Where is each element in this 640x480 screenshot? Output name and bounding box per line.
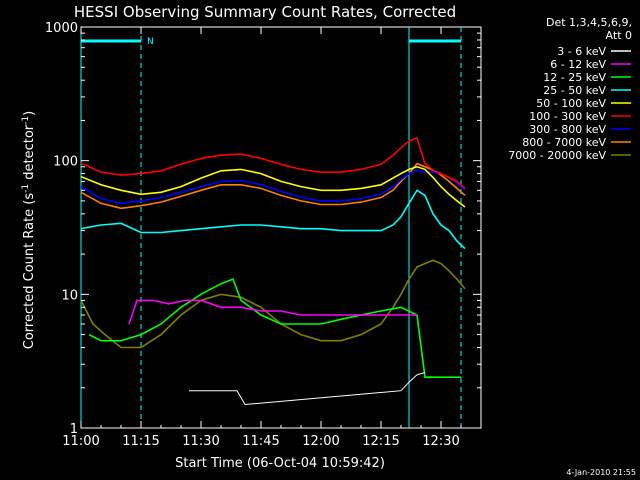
legend-label-3: 25 - 50 keV [543, 84, 606, 97]
series-line-3 [80, 189, 466, 250]
legend-label-0: 3 - 6 keV [557, 45, 606, 58]
y-axis-label-sup1: -1 [21, 184, 31, 193]
y-axis-label-end: ) [22, 111, 37, 116]
legend-label-4: 50 - 100 keV [536, 97, 606, 110]
x-tick-label-6: 12:30 [422, 434, 459, 449]
x-tick-label-2: 11:30 [182, 434, 219, 449]
y-axis-label: Corrected Count Rate (s-1 detector-1) [21, 111, 37, 349]
night-label: N [147, 37, 154, 47]
night-markers: N [80, 27, 462, 428]
y-tick-label-2: 100 [53, 155, 78, 170]
y-tick-label-3: 1000 [45, 21, 78, 36]
y-tick-label-1: 10 [61, 288, 78, 303]
chart-title: HESSI Observing Summary Count Rates, Cor… [74, 3, 456, 21]
x-tick-label-5: 12:15 [362, 434, 399, 449]
y-axis-label-mid: detector [22, 124, 37, 184]
series-line-1 [128, 299, 417, 325]
legend-label-1: 6 - 12 keV [550, 58, 606, 71]
series-line-8 [80, 259, 466, 349]
y-axis-label-main: Corrected Count Rate (s [22, 193, 37, 350]
x-tick-label-3: 11:45 [242, 434, 279, 449]
legend-label-6: 300 - 800 keV [529, 123, 606, 136]
x-axis-label: Start Time (06-Oct-04 10:59:42) [175, 456, 385, 471]
series-line-2 [88, 278, 461, 379]
y-axis: 1 10 100 1000 [45, 21, 481, 437]
y-axis-label-sup2: -1 [21, 116, 31, 125]
x-axis: 11:00 11:15 11:30 11:45 12:00 12:15 12:30 [62, 27, 462, 449]
x-tick-label-1: 11:15 [122, 434, 159, 449]
legend-label-7: 800 - 7000 keV [522, 136, 606, 149]
legend-label-5: 100 - 300 keV [529, 110, 606, 123]
series-line-6 [80, 169, 466, 205]
timestamp: 4-Jan-2010 21:55 [566, 468, 636, 477]
series-line-4 [80, 165, 466, 208]
series-line-0 [189, 372, 426, 406]
x-tick-label-4: 12:00 [302, 434, 339, 449]
x-tick-label-0: 11:00 [62, 434, 99, 449]
legend-header-line-2: Att 0 [606, 29, 632, 42]
series-group [80, 136, 466, 406]
legend-label-8: 7000 - 20000 keV [508, 149, 606, 162]
legend-label-2: 12 - 25 keV [543, 71, 606, 84]
legend-header-line-1: Det 1,3,4,5,6,9, [546, 16, 632, 29]
series-line-5 [80, 136, 466, 190]
y-tick-label-0: 1 [70, 422, 78, 437]
